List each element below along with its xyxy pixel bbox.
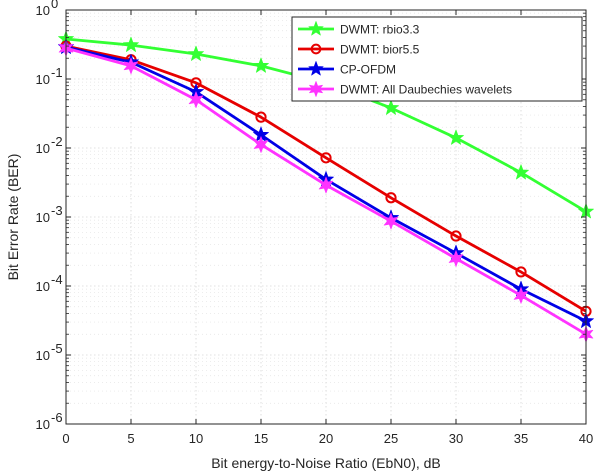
data-point xyxy=(188,91,204,109)
data-point xyxy=(385,192,397,204)
y-tick-exponent: -2 xyxy=(51,134,63,149)
data-point xyxy=(308,61,324,76)
y-axis-label: Bit Error Rate (BER) xyxy=(5,154,21,281)
x-tick-label: 0 xyxy=(62,431,69,446)
data-point xyxy=(320,152,332,164)
series-line xyxy=(65,44,587,313)
y-tick-label: 10 -2 xyxy=(36,134,63,156)
data-point xyxy=(253,57,269,73)
data-point xyxy=(450,230,462,242)
data-point xyxy=(308,21,324,36)
x-tick-label: 30 xyxy=(449,431,463,446)
legend-label: DWMT: All Daubechies wavelets xyxy=(340,83,512,97)
data-point xyxy=(383,99,399,115)
x-tick-label: 40 xyxy=(579,431,593,446)
legend-label: CP-OFDM xyxy=(340,63,396,77)
legend-box xyxy=(291,16,583,102)
data-point xyxy=(448,129,464,145)
y-tick-exponent: 0 xyxy=(51,0,58,11)
data-point xyxy=(188,45,204,61)
y-tick-label: 10 -1 xyxy=(36,65,63,87)
y-tick-base: 10 xyxy=(36,417,50,432)
y-tick-base: 10 xyxy=(36,279,50,294)
y-tick-exponent: -1 xyxy=(51,65,63,80)
data-point xyxy=(448,250,464,267)
y-tick-label: 10 -5 xyxy=(36,341,63,363)
y-tick-base: 10 xyxy=(36,210,50,225)
x-tick-label: 15 xyxy=(254,431,268,446)
legend-entry: DWMT: bior5.5 xyxy=(298,43,420,57)
data-point xyxy=(513,287,529,304)
legend-label: DWMT: bior5.5 xyxy=(340,43,420,57)
x-tick-label: 20 xyxy=(319,431,333,446)
y-tick-exponent: -6 xyxy=(51,410,63,425)
data-point xyxy=(515,266,527,278)
x-axis-label: Bit energy-to-Noise Ratio (EbN0), dB xyxy=(211,455,441,471)
x-tick-label: 5 xyxy=(127,431,134,446)
data-point xyxy=(253,136,269,153)
y-tick-base: 10 xyxy=(36,141,50,156)
y-tick-base: 10 xyxy=(36,3,50,18)
data-point xyxy=(318,176,334,194)
y-tick-exponent: -4 xyxy=(51,272,63,287)
data-point xyxy=(309,81,323,97)
x-tick-label: 10 xyxy=(189,431,203,446)
data-point xyxy=(310,43,322,55)
data-point xyxy=(255,111,267,123)
data-point xyxy=(123,36,139,52)
data-point xyxy=(123,57,139,75)
legend: DWMT: rbio3.3 DWMT: bior5.5 CP-OFDM DWMT: A… xyxy=(291,16,583,102)
legend-label: DWMT: rbio3.3 xyxy=(340,23,420,37)
x-tick-label: 35 xyxy=(514,431,528,446)
y-tick-label: 10 -4 xyxy=(36,272,63,294)
y-tick-base: 10 xyxy=(36,348,50,363)
data-point xyxy=(513,164,529,180)
y-tick-label: 10 0 xyxy=(36,0,59,18)
legend-entry: CP-OFDM xyxy=(298,61,396,77)
x-tick-label: 25 xyxy=(384,431,398,446)
y-tick-base: 10 xyxy=(36,72,50,87)
legend-entry: DWMT: rbio3.3 xyxy=(298,21,420,37)
y-tick-exponent: -3 xyxy=(51,203,63,218)
y-tick-label: 10 -6 xyxy=(36,410,63,432)
y-tick-exponent: -5 xyxy=(51,341,63,356)
legend-entry: DWMT: All Daubechies wavelets xyxy=(298,81,512,97)
y-tick-label: 10 -3 xyxy=(36,203,63,225)
data-point xyxy=(383,212,399,230)
